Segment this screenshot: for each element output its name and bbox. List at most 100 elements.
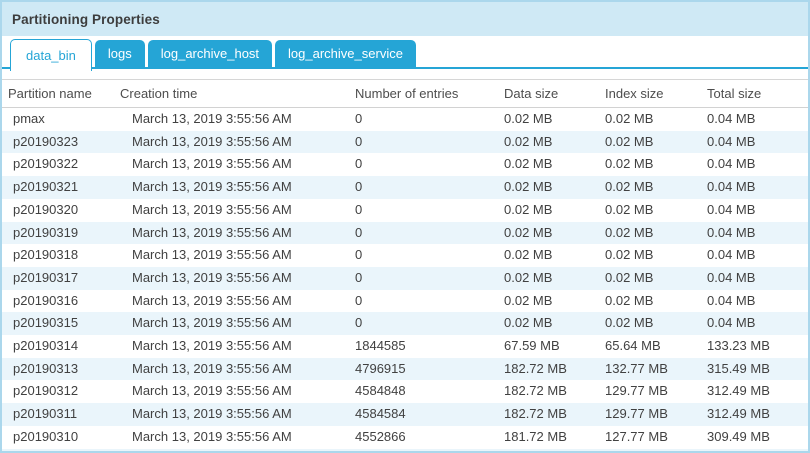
cell-data-size: 0.02 MB <box>504 156 553 172</box>
cell-partition-name: p20190318 <box>13 247 79 263</box>
cell-creation-time: March 13, 2019 3:55:56 AM <box>132 133 292 149</box>
cell-data-size: 0.02 MB <box>504 224 553 240</box>
column-header-creation-time: Creation time <box>120 86 198 101</box>
cell-creation-time: March 13, 2019 3:55:56 AM <box>132 156 292 172</box>
cell-partition-name: p20190323 <box>13 133 79 149</box>
cell-data-size: 182.72 MB <box>504 383 567 399</box>
cell-index-size: 129.77 MB <box>605 383 668 399</box>
table-header-row: Partition name Creation time Number of ent… <box>2 79 808 108</box>
cell-index-size: 0.02 MB <box>605 269 654 285</box>
cell-data-size: 182.72 MB <box>504 360 567 376</box>
cell-creation-time: March 13, 2019 3:55:56 AM <box>132 201 292 217</box>
cell-number-of-entries: 0 <box>355 179 363 195</box>
panel-title-bar: Partitioning Properties <box>2 2 808 36</box>
table-row-p20190316: p20190316 March 13, 2019 3:55:56 AM 0 0.02 … <box>2 290 808 313</box>
cell-index-size: 65.64 MB <box>605 338 661 354</box>
table-row-p20190314: p20190314 March 13, 2019 3:55:56 AM 184458… <box>2 335 808 358</box>
cell-creation-time: March 13, 2019 3:55:56 AM <box>132 428 292 444</box>
table-row-p20190320: p20190320 March 13, 2019 3:55:56 AM 0 0.02 … <box>2 199 808 222</box>
cell-data-size: 0.02 MB <box>504 133 553 149</box>
cell-partition-name: p20190322 <box>13 156 79 172</box>
panel-title: Partitioning Properties <box>12 11 160 27</box>
cell-total-size: 0.04 MB <box>707 201 756 217</box>
cell-partition-name: p20190315 <box>13 315 79 331</box>
table-row-p20190313: p20190313 March 13, 2019 3:55:56 AM 479691… <box>2 357 808 381</box>
table-row-p20190318: p20190318 March 13, 2019 3:55:56 AM 0 0.02 … <box>2 244 808 267</box>
cell-total-size: 0.04 MB <box>707 111 756 126</box>
cell-index-size: 0.02 MB <box>605 292 654 308</box>
tab-data-bin[interactable]: data_bin <box>10 39 92 71</box>
cell-creation-time: March 13, 2019 3:55:56 AM <box>132 383 292 399</box>
cell-total-size: 0.04 MB <box>707 315 756 331</box>
cell-number-of-entries: 4584584 <box>355 406 406 422</box>
cell-index-size: 0.02 MB <box>605 156 654 172</box>
column-header-index-size: Index size <box>605 86 664 101</box>
cell-data-size: 0.02 MB <box>504 292 553 308</box>
column-header-number-of-entries: Number of entries <box>355 86 459 101</box>
cell-total-size: 309.49 MB <box>707 428 770 444</box>
cell-creation-time: March 13, 2019 3:55:56 AM <box>132 269 292 285</box>
cell-index-size: 0.02 MB <box>605 201 654 217</box>
cell-number-of-entries: 4796915 <box>355 360 406 376</box>
table-row-p20190323: p20190323 March 13, 2019 3:55:56 AM 0 0.02 … <box>2 130 808 154</box>
cell-partition-name: p20190313 <box>13 360 79 376</box>
cell-total-size: 0.04 MB <box>707 247 756 263</box>
cell-total-size: 0.04 MB <box>707 292 756 308</box>
table-row-p20190322: p20190322 March 13, 2019 3:55:56 AM 0 0.02 … <box>2 153 808 176</box>
cell-total-size: 312.49 MB <box>707 406 770 422</box>
cell-total-size: 0.04 MB <box>707 224 756 240</box>
cell-number-of-entries: 0 <box>355 133 363 149</box>
cell-data-size: 0.02 MB <box>504 179 553 195</box>
table-row-p20190311: p20190311 March 13, 2019 3:55:56 AM 458458… <box>2 403 808 426</box>
cell-creation-time: March 13, 2019 3:55:56 AM <box>132 224 292 240</box>
table-row-p20190315: p20190315 March 13, 2019 3:55:56 AM 0 0.02 … <box>2 312 808 336</box>
tab-log-archive-host[interactable]: log_archive_host <box>147 40 273 67</box>
cell-total-size: 312.49 MB <box>707 383 770 399</box>
cell-number-of-entries: 0 <box>355 315 363 331</box>
table-row-p20190321: p20190321 March 13, 2019 3:55:56 AM 0 0.02 … <box>2 176 808 199</box>
cell-creation-time: March 13, 2019 3:55:56 AM <box>132 179 292 195</box>
tab-log-archive-service[interactable]: log_archive_service <box>275 40 416 67</box>
cell-creation-time: March 13, 2019 3:55:56 AM <box>132 315 292 331</box>
cell-number-of-entries: 0 <box>355 269 363 285</box>
cell-partition-name: p20190316 <box>13 292 79 308</box>
cell-partition-name: p20190320 <box>13 201 79 217</box>
cell-index-size: 127.77 MB <box>605 428 668 444</box>
cell-creation-time: March 13, 2019 3:55:56 AM <box>132 406 292 422</box>
cell-partition-name: pmax <box>13 111 45 126</box>
cell-partition-name: p20190317 <box>13 269 79 285</box>
cell-partition-name: p20190310 <box>13 428 79 444</box>
cell-number-of-entries: 0 <box>355 111 363 126</box>
table-row-p20190312: p20190312 March 13, 2019 3:55:56 AM 458484… <box>2 380 808 403</box>
cell-index-size: 0.02 MB <box>605 247 654 263</box>
cell-total-size: 133.23 MB <box>707 338 770 354</box>
clipped-next-row <box>2 448 808 451</box>
cell-creation-time: March 13, 2019 3:55:56 AM <box>132 360 292 376</box>
cell-number-of-entries: 0 <box>355 224 363 240</box>
cell-total-size: 0.04 MB <box>707 269 756 285</box>
cell-index-size: 0.02 MB <box>605 315 654 331</box>
cell-number-of-entries: 0 <box>355 292 363 308</box>
cell-partition-name: p20190319 <box>13 224 79 240</box>
cell-index-size: 132.77 MB <box>605 360 668 376</box>
tab-list: data_bin logs log_archive_host log_archive_… <box>2 36 808 71</box>
table-row-p20190319: p20190319 March 13, 2019 3:55:56 AM 0 0.02 … <box>2 221 808 245</box>
cell-index-size: 0.02 MB <box>605 133 654 149</box>
partitions-table: Partition name Creation time Number of ent… <box>2 79 808 451</box>
cell-total-size: 0.04 MB <box>707 179 756 195</box>
cell-data-size: 0.02 MB <box>504 315 553 331</box>
cell-index-size: 0.02 MB <box>605 224 654 240</box>
cell-number-of-entries: 0 <box>355 201 363 217</box>
tab-logs[interactable]: logs <box>94 40 145 67</box>
partition-table-wrap: Partition name Creation time Number of ent… <box>2 79 808 451</box>
table-row-p20190310: p20190310 March 13, 2019 3:55:56 AM 455286… <box>2 426 808 449</box>
cell-data-size: 0.02 MB <box>504 201 553 217</box>
cell-index-size: 129.77 MB <box>605 406 668 422</box>
cell-partition-name: p20190314 <box>13 338 79 354</box>
cell-index-size: 0.02 MB <box>605 179 654 195</box>
cell-creation-time: March 13, 2019 3:55:56 AM <box>132 338 292 354</box>
cell-number-of-entries: 1844585 <box>355 338 406 354</box>
cell-creation-time: March 13, 2019 3:55:56 AM <box>132 292 292 308</box>
cell-data-size: 181.72 MB <box>504 428 567 444</box>
tab-bar: data_bin logs log_archive_host log_archive_… <box>2 36 808 71</box>
